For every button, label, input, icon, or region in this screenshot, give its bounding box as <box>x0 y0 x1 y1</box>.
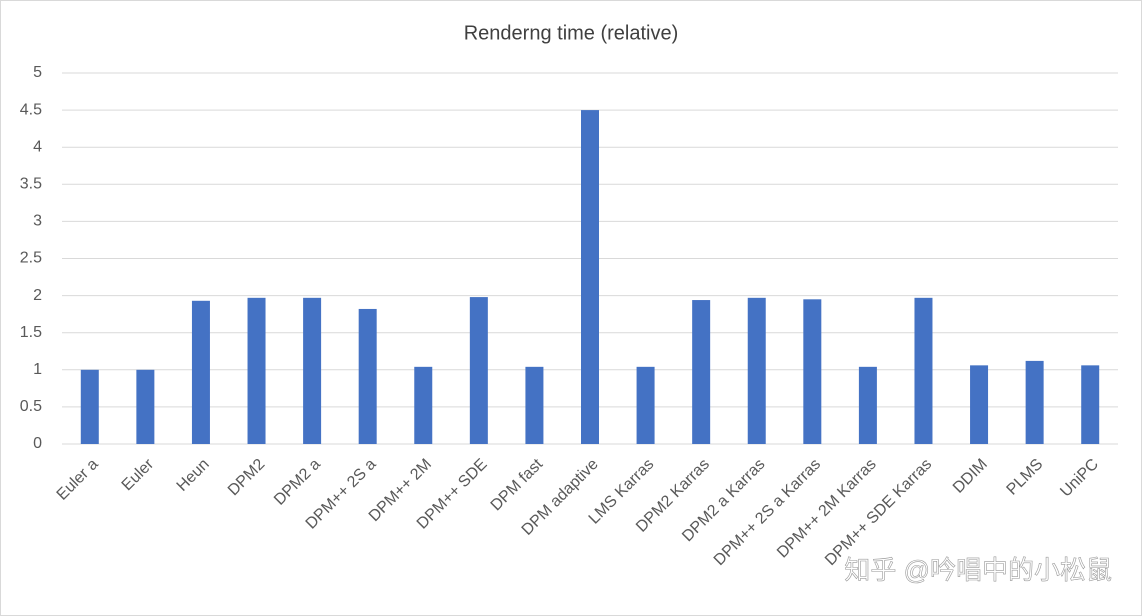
bar <box>525 366 544 444</box>
bar <box>247 297 266 444</box>
y-tick-label: 1 <box>33 361 42 378</box>
bar <box>358 308 377 444</box>
y-tick-label: 0.5 <box>20 398 42 415</box>
bar <box>136 369 155 444</box>
watermark: 知乎 @吟唱中的小松鼠 <box>844 555 1112 585</box>
chart-title: Renderng time (relative) <box>464 22 679 44</box>
y-tick-label: 2.5 <box>20 250 42 267</box>
bar <box>747 297 766 444</box>
bar <box>303 297 322 444</box>
bar <box>692 300 711 444</box>
bar <box>914 297 933 444</box>
y-tick-label: 1.5 <box>20 324 42 341</box>
y-tick-label: 3 <box>33 213 42 230</box>
bar <box>1081 365 1100 444</box>
bar <box>1025 360 1044 444</box>
y-tick-label: 2 <box>33 287 42 304</box>
y-tick-label: 3.5 <box>20 176 42 193</box>
y-tick-label: 4.5 <box>20 101 42 118</box>
y-tick-label: 0 <box>33 435 42 452</box>
bar <box>80 369 99 444</box>
y-tick-label: 4 <box>33 138 42 155</box>
bar <box>858 366 877 444</box>
bar <box>581 110 599 444</box>
y-tick-label: 5 <box>33 64 42 81</box>
bar <box>970 365 989 444</box>
bar <box>636 366 655 444</box>
bar <box>803 299 822 444</box>
bar <box>414 366 433 444</box>
bar <box>469 297 488 444</box>
bar <box>191 300 210 444</box>
